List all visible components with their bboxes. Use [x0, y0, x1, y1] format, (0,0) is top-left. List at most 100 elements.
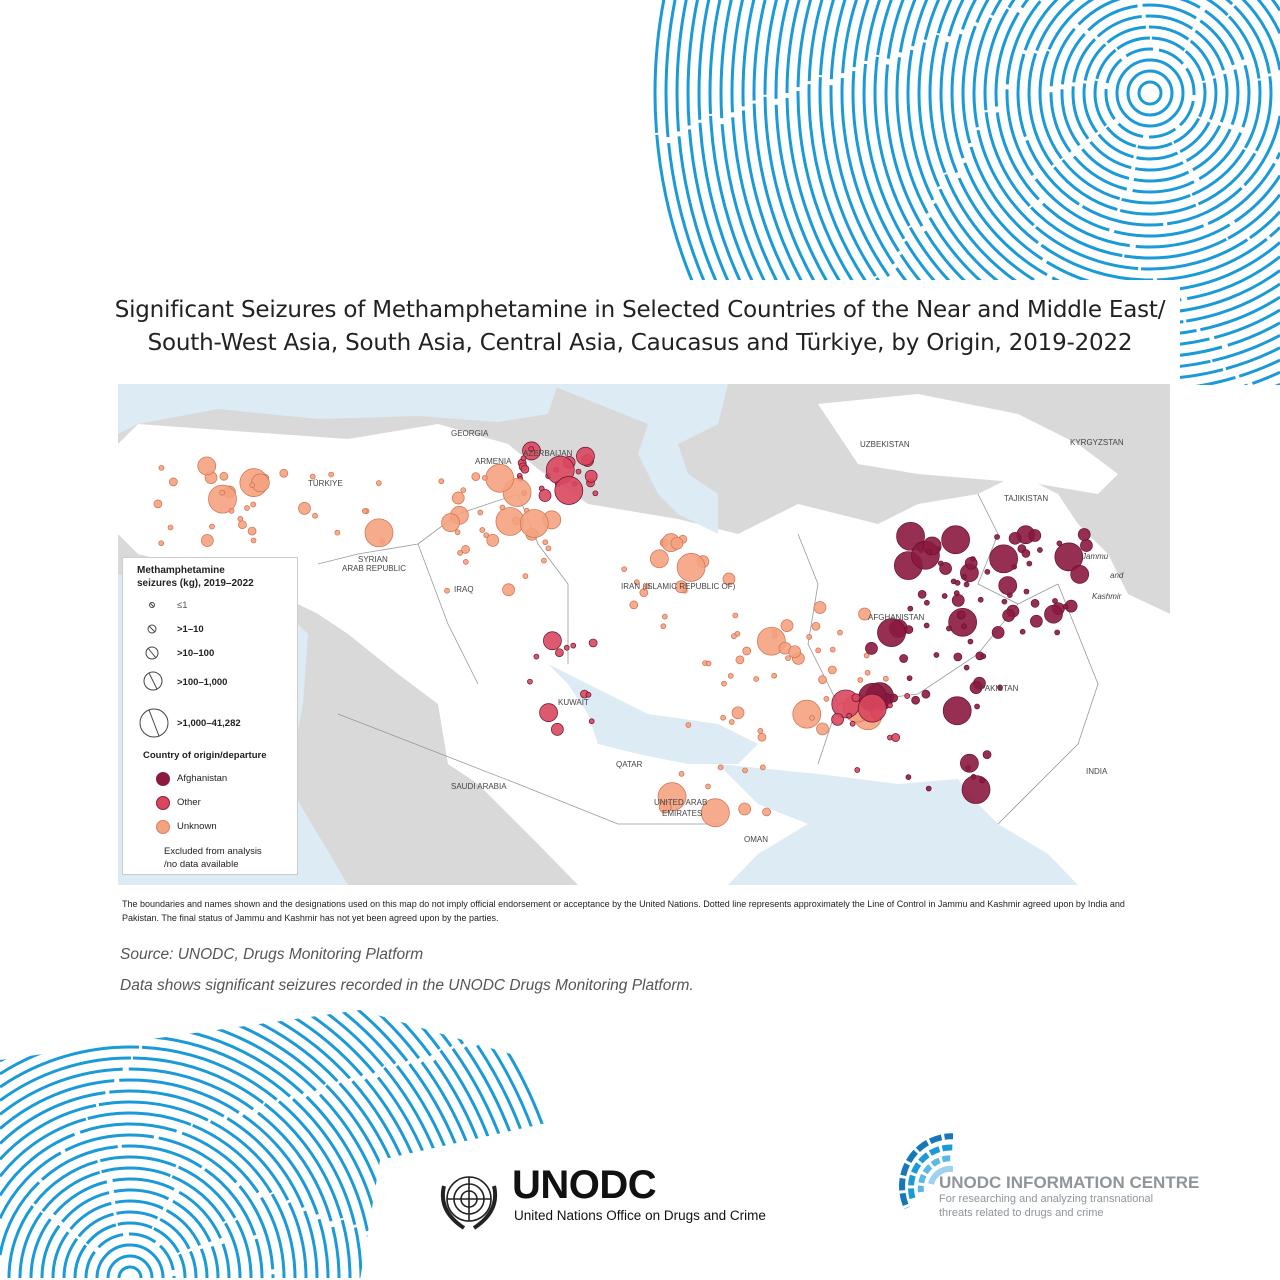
seizure-point-unknown [309, 473, 316, 480]
seizure-point-unknown [244, 505, 250, 511]
seizure-point-afghanistan [1070, 565, 1090, 584]
seizure-point-afghanistan [946, 625, 952, 632]
label-armenia: ARMENIA [475, 457, 512, 466]
seizure-point-afghanistan [998, 576, 1018, 595]
seizure-point-afghanistan [974, 703, 980, 710]
seizure-point-unknown [328, 471, 335, 478]
seizure-point-unknown [882, 675, 889, 682]
seizure-point-unknown [251, 473, 270, 493]
seizure-point-other [554, 476, 584, 505]
seizure-point-other [588, 718, 595, 725]
selected-region-north [818, 394, 1118, 494]
seizure-point-other [846, 712, 853, 719]
label-uae-2: EMIRATES [662, 809, 702, 818]
seizure-point-unknown [685, 722, 692, 728]
label-kashmir: Kashmir [1092, 592, 1122, 601]
seizure-point-unknown [757, 732, 767, 742]
seizure-point-other [539, 703, 558, 723]
ring [730, 0, 1280, 385]
seizure-point-afghanistan [1023, 588, 1030, 595]
seizure-point-other [555, 648, 564, 658]
seizure-point-other [527, 678, 533, 685]
seizure-point-unknown [444, 587, 450, 594]
seizure-point-afghanistan [984, 568, 991, 575]
seizure-point-unknown [312, 512, 318, 519]
seizure-point-unknown [298, 502, 311, 515]
ring [961, 0, 1280, 282]
ring [0, 1133, 275, 1279]
seizure-point-afghanistan [877, 618, 906, 647]
unodc-full-name: United Nations Office on Drugs and Crime [514, 1208, 766, 1223]
ring [675, 0, 1280, 385]
seizure-point-unknown [721, 680, 727, 687]
origin-afghanistan: Afghanistan [177, 773, 228, 784]
seizure-point-afghanistan [911, 695, 920, 705]
seizure-point-other [538, 489, 552, 502]
seizure-point-unknown [722, 572, 736, 586]
swatch-afghanistan [156, 772, 170, 786]
unodc-logo: UNODC United Nations Office on Drugs and… [434, 1163, 766, 1241]
seizure-point-unknown [519, 509, 549, 538]
seizure-point-afghanistan [1054, 629, 1061, 636]
ic-title: UNODC INFORMATION CENTRE [939, 1173, 1200, 1192]
ring [0, 1067, 341, 1279]
seizure-point-unknown [361, 508, 368, 514]
seizure-point-unknown [788, 645, 802, 659]
seizure-point-unknown [479, 527, 486, 533]
title-line-2: South-West Asia, South Asia, Central Asi… [147, 330, 1133, 356]
ring [117, 1265, 143, 1279]
ring [1038, 0, 1262, 205]
seizure-point-unknown [785, 655, 791, 661]
size-symbols [139, 602, 169, 738]
seizure-point-unknown [460, 487, 467, 493]
ring [686, 0, 1280, 385]
seizure-point-other [887, 702, 893, 709]
label-uzbekistan: UZBEKISTAN [860, 440, 910, 449]
seizure-point-unknown [742, 646, 752, 656]
un-emblem-icon [441, 1176, 497, 1230]
seizure-point-unknown [720, 714, 727, 721]
seizure-point-afghanistan [926, 549, 933, 555]
legend-title-2: seizures (kg), 2019–2022 [137, 578, 254, 589]
seizure-point-unknown [727, 673, 734, 679]
ring [697, 0, 1280, 385]
seizure-point-afghanistan [1001, 598, 1008, 605]
map-disclaimer: The boundaries and names shown and the d… [122, 899, 1125, 923]
size-class-3: >10–100 [177, 648, 215, 659]
seizure-point-afghanistan [1062, 603, 1069, 610]
seizure-point-unknown [816, 722, 829, 736]
seizure-point-afghanistan [1002, 609, 1015, 622]
seizure-point-afghanistan [1052, 598, 1058, 604]
seizure-point-unknown [858, 607, 871, 621]
seizure-point-unknown [158, 464, 165, 471]
seizure-point-unknown [279, 468, 289, 478]
seizure-point-unknown [705, 783, 711, 790]
seizure-point-unknown [863, 652, 870, 659]
seizure-point-unknown [483, 532, 490, 539]
size-class-2: >1–10 [177, 624, 204, 635]
seizure-point-unknown [462, 559, 469, 565]
seizure-point-unknown [502, 583, 515, 597]
origin-title: Country of origin/departure [143, 750, 267, 761]
ring [741, 0, 1280, 385]
seizure-point-unknown [670, 536, 684, 550]
ring [73, 1221, 187, 1279]
seizure-point-other [584, 469, 598, 483]
seizure-point-afghanistan [1008, 531, 1022, 545]
seizure-point-unknown [451, 491, 465, 505]
seizure-point-unknown [658, 800, 672, 814]
seizure-point-afghanistan [948, 607, 977, 637]
ring [0, 1056, 352, 1279]
seizure-point-unknown [197, 456, 217, 476]
seizure-point-unknown [837, 629, 843, 636]
ring [983, 0, 1280, 260]
ring [0, 1144, 264, 1279]
ring [1027, 0, 1273, 216]
ring [972, 0, 1280, 271]
seizure-point-afghanistan [989, 544, 1018, 574]
ring [1104, 47, 1196, 139]
seizure-point-unknown [731, 706, 745, 720]
seizure-point-unknown [644, 583, 650, 590]
seizure-point-other [551, 723, 564, 736]
size-class-4: >100–1,000 [177, 677, 228, 688]
